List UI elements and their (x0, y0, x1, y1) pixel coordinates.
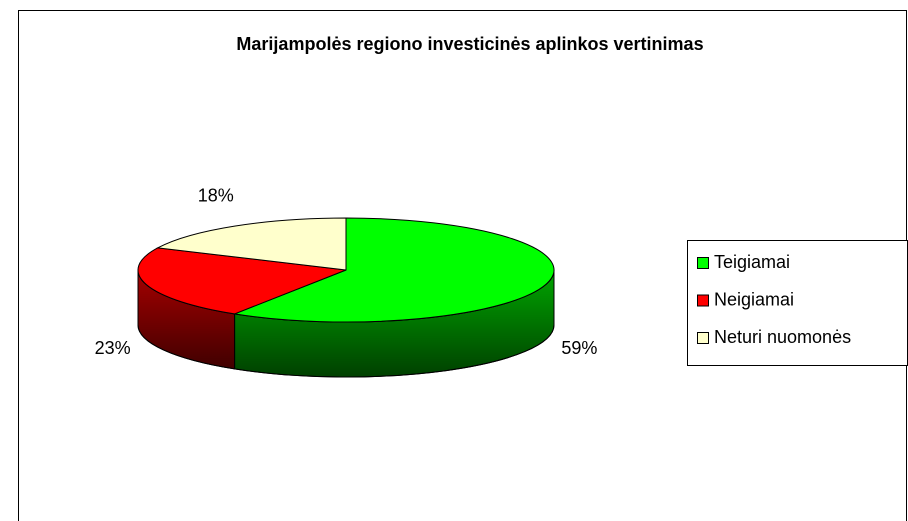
data-label: 18% (198, 185, 234, 205)
slice (156, 217, 347, 271)
data-label: 59% (561, 338, 597, 358)
legend-label: Teigiamai (714, 252, 790, 272)
legend-swatch (697, 294, 709, 307)
legend-swatch (697, 257, 709, 269)
chart-title: Marijampolės regiono investicinės aplink… (236, 34, 703, 54)
data-label: 23% (95, 338, 131, 358)
legend-swatch (697, 332, 709, 344)
legend-label: Neigiamai (714, 289, 794, 309)
legend-label: Neturi nuomonės (714, 327, 851, 347)
slice (232, 217, 555, 323)
